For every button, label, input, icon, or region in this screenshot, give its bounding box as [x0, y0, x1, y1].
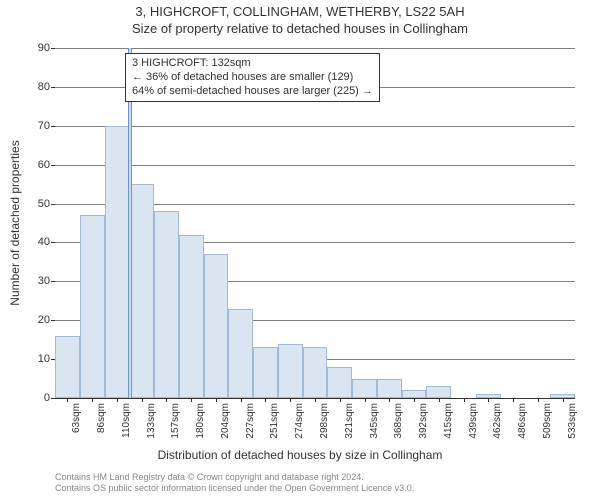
histogram-bar	[179, 235, 204, 398]
x-tick-label: 133sqm	[146, 403, 157, 439]
y-tick-mark	[51, 359, 55, 360]
x-tick-mark	[241, 398, 242, 402]
x-tick-label: 533sqm	[567, 403, 578, 439]
y-tick-mark	[51, 48, 55, 49]
x-tick-label: 509sqm	[542, 403, 553, 439]
x-tick-label: 86sqm	[96, 403, 107, 433]
x-tick-label: 321sqm	[344, 403, 355, 439]
y-tick-label: 60	[20, 159, 50, 171]
x-tick-label: 439sqm	[468, 403, 479, 439]
y-tick-label: 80	[20, 81, 50, 93]
annotation-line3: 64% of semi-detached houses are larger (…	[132, 85, 373, 99]
histogram-bar	[204, 254, 229, 398]
x-tick-mark	[67, 398, 68, 402]
histogram-bar	[352, 379, 377, 398]
x-tick-label: 392sqm	[418, 403, 429, 439]
y-tick-mark	[51, 398, 55, 399]
title-line1: 3, HIGHCROFT, COLLINGHAM, WETHERBY, LS22…	[0, 4, 600, 21]
x-tick-label: 157sqm	[170, 403, 181, 439]
histogram-bar	[377, 379, 402, 398]
y-tick-mark	[51, 126, 55, 127]
x-tick-mark	[439, 398, 440, 402]
histogram-bar	[154, 211, 179, 398]
x-tick-mark	[142, 398, 143, 402]
histogram-bar	[327, 367, 352, 398]
chart-title-block: 3, HIGHCROFT, COLLINGHAM, WETHERBY, LS22…	[0, 0, 600, 38]
x-tick-mark	[290, 398, 291, 402]
x-tick-label: 110sqm	[121, 403, 132, 438]
gridline	[55, 48, 575, 49]
histogram-bar	[80, 215, 105, 398]
x-tick-label: 274sqm	[294, 403, 305, 439]
x-tick-mark	[191, 398, 192, 402]
footer-line1: Contains HM Land Registry data © Crown c…	[55, 472, 414, 483]
x-tick-mark	[166, 398, 167, 402]
annotation-line1: 3 HIGHCROFT: 132sqm	[132, 57, 373, 71]
x-tick-mark	[365, 398, 366, 402]
histogram-bar	[402, 390, 427, 398]
x-tick-mark	[538, 398, 539, 402]
x-tick-mark	[92, 398, 93, 402]
annotation-line2: ← 36% of detached houses are smaller (12…	[132, 71, 373, 85]
x-tick-label: 368sqm	[393, 403, 404, 439]
chart-container: Number of detached properties Distributi…	[0, 38, 600, 453]
histogram-bar	[228, 309, 253, 398]
y-tick-label: 20	[20, 314, 50, 326]
x-tick-mark	[216, 398, 217, 402]
x-tick-label: 180sqm	[195, 403, 206, 439]
y-tick-mark	[51, 204, 55, 205]
y-tick-mark	[51, 165, 55, 166]
footer-line2: Contains OS public sector information li…	[55, 483, 414, 494]
histogram-bar	[55, 336, 80, 398]
y-tick-mark	[51, 87, 55, 88]
histogram-bar	[426, 386, 451, 398]
x-tick-mark	[464, 398, 465, 402]
x-tick-label: 227sqm	[245, 403, 256, 439]
histogram-bar	[105, 126, 130, 398]
histogram-bar	[303, 347, 328, 398]
x-tick-mark	[414, 398, 415, 402]
x-tick-mark	[315, 398, 316, 402]
x-tick-label: 415sqm	[443, 403, 454, 439]
x-tick-mark	[117, 398, 118, 402]
y-tick-label: 0	[20, 392, 50, 404]
x-tick-label: 486sqm	[517, 403, 528, 439]
y-tick-label: 40	[20, 236, 50, 248]
y-tick-mark	[51, 242, 55, 243]
x-tick-label: 63sqm	[71, 403, 82, 433]
y-tick-label: 50	[20, 198, 50, 210]
y-tick-label: 10	[20, 353, 50, 365]
x-tick-label: 251sqm	[269, 403, 280, 439]
histogram-bar	[253, 347, 278, 398]
title-line2: Size of property relative to detached ho…	[0, 21, 600, 38]
x-axis-label: Distribution of detached houses by size …	[0, 448, 600, 462]
x-tick-mark	[513, 398, 514, 402]
y-tick-label: 30	[20, 275, 50, 287]
y-tick-mark	[51, 281, 55, 282]
annotation-box: 3 HIGHCROFT: 132sqm ← 36% of detached ho…	[125, 53, 380, 102]
histogram-bar	[129, 184, 154, 398]
x-tick-mark	[563, 398, 564, 402]
x-tick-label: 462sqm	[492, 403, 503, 439]
x-tick-label: 204sqm	[220, 403, 231, 439]
x-tick-mark	[389, 398, 390, 402]
x-tick-mark	[340, 398, 341, 402]
y-tick-label: 90	[20, 42, 50, 54]
x-tick-label: 298sqm	[319, 403, 330, 439]
footer-attribution: Contains HM Land Registry data © Crown c…	[55, 472, 414, 494]
y-tick-mark	[51, 320, 55, 321]
y-tick-label: 70	[20, 120, 50, 132]
gridline	[55, 126, 575, 127]
x-tick-mark	[488, 398, 489, 402]
gridline	[55, 165, 575, 166]
x-tick-mark	[265, 398, 266, 402]
x-tick-label: 345sqm	[369, 403, 380, 439]
histogram-bar	[278, 344, 303, 398]
